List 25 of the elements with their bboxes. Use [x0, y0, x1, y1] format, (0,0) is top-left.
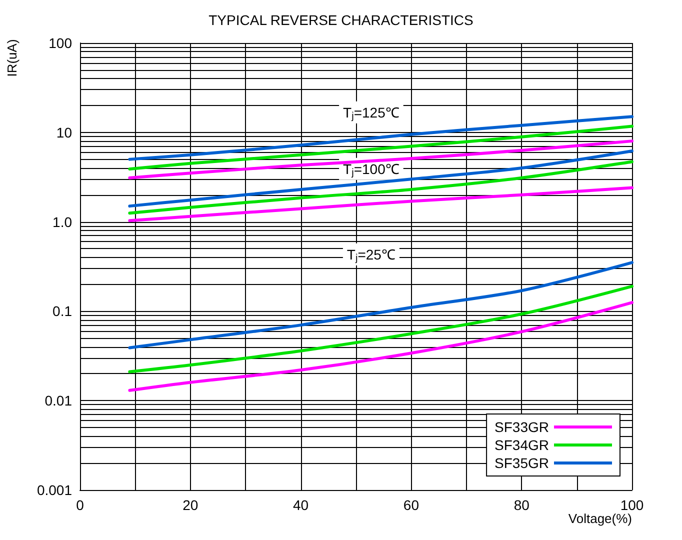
y-tick-label: 1.0 — [52, 214, 72, 230]
line-series — [128, 140, 634, 180]
line-series — [128, 261, 634, 350]
y-tick-label: 0.1 — [52, 303, 72, 320]
line-series — [128, 149, 634, 208]
line-series — [128, 284, 634, 374]
y-tick-label: 0.01 — [44, 392, 72, 409]
legend-label: SF33GR — [494, 419, 549, 435]
x-tick-label: 100 — [620, 497, 644, 513]
y-tick-label: 100 — [48, 35, 72, 51]
x-tick-label: 80 — [514, 497, 530, 513]
line-series — [128, 301, 634, 392]
y-tick-label: 10 — [56, 124, 72, 140]
chart-title: TYPICAL REVERSE CHARACTERISTICS — [208, 12, 474, 28]
line-series — [128, 160, 634, 215]
legend-label: SF34GR — [494, 437, 549, 453]
x-axis-title: Voltage(%) — [568, 511, 632, 526]
legend-label: SF35GR — [494, 455, 549, 471]
y-axis-title: IR(uA) — [4, 39, 20, 77]
x-tick-label: 40 — [293, 497, 309, 513]
line-series — [128, 186, 634, 222]
y-tick-label: 0.001 — [36, 482, 72, 498]
x-tick-label: 60 — [403, 497, 420, 513]
x-tick-label: 20 — [182, 497, 198, 513]
x-tick-label: 0 — [76, 497, 84, 513]
